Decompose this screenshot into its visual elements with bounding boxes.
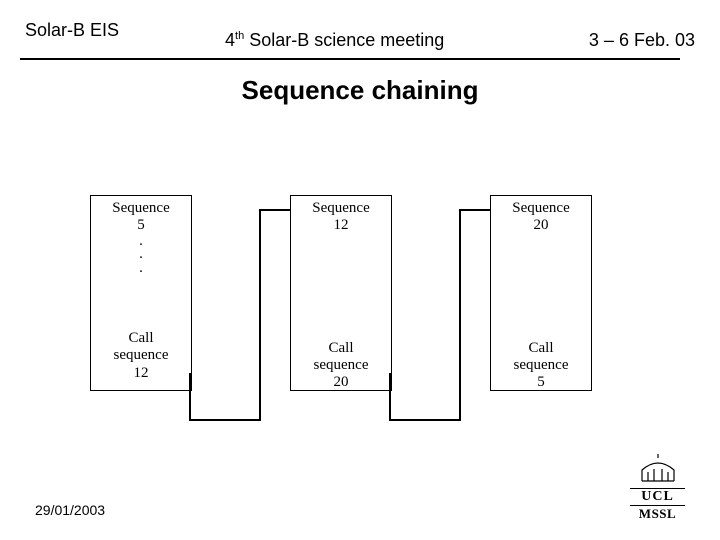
sequence-number: 20 xyxy=(491,217,591,234)
slide-title: Sequence chaining xyxy=(0,75,720,106)
call-label: Call xyxy=(91,330,191,347)
sequence-label: Sequence xyxy=(91,200,191,217)
call-label: Call xyxy=(491,340,591,357)
sequence-label: Sequence xyxy=(491,200,591,217)
header-center-post: Solar-B science meeting xyxy=(244,30,444,50)
dome-icon xyxy=(638,454,678,482)
call-number: 20 xyxy=(291,374,391,391)
sequence-number: 5 xyxy=(91,217,191,234)
sequence-box-12: Sequence 12 Call sequence 20 xyxy=(290,195,392,391)
header-center: 4th Solar-B science meeting xyxy=(225,30,444,51)
footer-date: 29/01/2003 xyxy=(35,502,105,518)
sequence-box-5: Sequence 5 . . . Call sequence 12 xyxy=(90,195,192,391)
header-center-sup: th xyxy=(235,30,244,42)
header-rule xyxy=(20,58,680,60)
ellipsis-dot: . xyxy=(91,262,191,276)
sequence-box-20: Sequence 20 Call sequence 5 xyxy=(490,195,592,391)
sequence-number: 12 xyxy=(291,217,391,234)
header-left: Solar-B EIS xyxy=(25,20,119,41)
call-what: sequence xyxy=(491,357,591,374)
spacer xyxy=(91,275,191,330)
sequence-label: Sequence xyxy=(291,200,391,217)
call-what: sequence xyxy=(91,347,191,364)
spacer xyxy=(291,235,391,340)
header-right: 3 – 6 Feb. 03 xyxy=(589,30,695,51)
slide-header: Solar-B EIS 4th Solar-B science meeting … xyxy=(25,20,695,60)
call-number: 5 xyxy=(491,374,591,391)
spacer xyxy=(491,235,591,340)
call-label: Call xyxy=(291,340,391,357)
call-what: sequence xyxy=(291,357,391,374)
header-center-pre: 4 xyxy=(225,30,235,50)
logo-mssl-text: MSSL xyxy=(630,506,685,522)
logo-ucl-text: UCL xyxy=(630,488,685,506)
call-number: 12 xyxy=(91,365,191,382)
ucl-mssl-logo: UCL MSSL xyxy=(630,454,685,522)
